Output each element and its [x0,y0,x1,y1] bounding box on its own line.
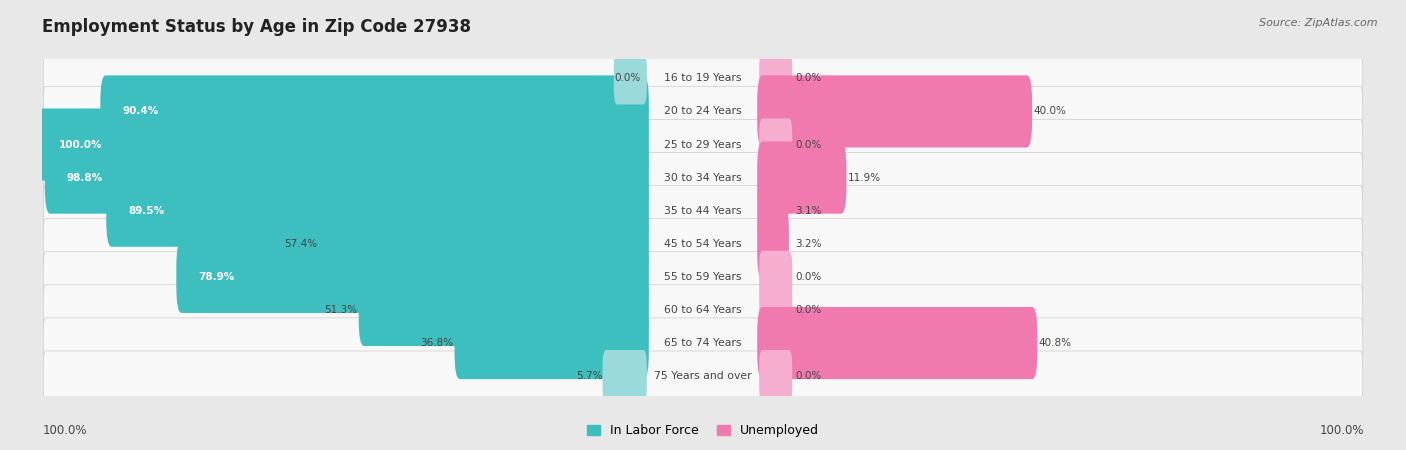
FancyBboxPatch shape [758,75,1032,148]
Text: 0.0%: 0.0% [614,73,640,83]
Text: 57.4%: 57.4% [284,239,318,249]
FancyBboxPatch shape [759,118,792,171]
Text: Employment Status by Age in Zip Code 27938: Employment Status by Age in Zip Code 279… [42,18,471,36]
Text: 3.2%: 3.2% [796,239,823,249]
FancyBboxPatch shape [44,53,1362,104]
Text: 100.0%: 100.0% [1319,423,1364,436]
FancyBboxPatch shape [759,350,792,402]
Text: 0.0%: 0.0% [796,73,821,83]
Text: 60 to 64 Years: 60 to 64 Years [664,305,742,315]
FancyBboxPatch shape [100,75,648,148]
FancyBboxPatch shape [107,175,648,247]
FancyBboxPatch shape [759,251,792,303]
FancyBboxPatch shape [37,108,648,180]
FancyBboxPatch shape [318,208,648,280]
Text: 0.0%: 0.0% [796,272,821,282]
FancyBboxPatch shape [176,241,648,313]
Text: 5.7%: 5.7% [576,371,603,381]
FancyBboxPatch shape [758,175,789,247]
Text: 0.0%: 0.0% [796,140,821,149]
FancyBboxPatch shape [44,119,1362,170]
Text: 20 to 24 Years: 20 to 24 Years [664,107,742,117]
FancyBboxPatch shape [759,284,792,336]
Text: 0.0%: 0.0% [796,305,821,315]
Text: 51.3%: 51.3% [325,305,357,315]
Text: 3.1%: 3.1% [796,206,823,216]
Text: 25 to 29 Years: 25 to 29 Years [664,140,742,149]
FancyBboxPatch shape [614,52,647,104]
Text: 75 Years and over: 75 Years and over [654,371,752,381]
FancyBboxPatch shape [44,318,1362,368]
FancyBboxPatch shape [454,307,648,379]
Text: 100.0%: 100.0% [59,140,103,149]
Text: 100.0%: 100.0% [42,423,87,436]
FancyBboxPatch shape [44,351,1362,401]
Text: 30 to 34 Years: 30 to 34 Years [664,173,742,183]
FancyBboxPatch shape [45,142,648,214]
FancyBboxPatch shape [758,307,1038,379]
Text: 40.0%: 40.0% [1033,107,1066,117]
Text: 45 to 54 Years: 45 to 54 Years [664,239,742,249]
Text: 40.8%: 40.8% [1039,338,1071,348]
FancyBboxPatch shape [758,208,789,280]
FancyBboxPatch shape [44,153,1362,203]
FancyBboxPatch shape [44,86,1362,137]
Text: 11.9%: 11.9% [848,173,880,183]
Text: 90.4%: 90.4% [122,107,159,117]
Text: 55 to 59 Years: 55 to 59 Years [664,272,742,282]
FancyBboxPatch shape [758,142,846,214]
FancyBboxPatch shape [44,185,1362,236]
Text: 0.0%: 0.0% [796,371,821,381]
Text: 98.8%: 98.8% [66,173,103,183]
FancyBboxPatch shape [759,52,792,104]
Text: 78.9%: 78.9% [198,272,235,282]
FancyBboxPatch shape [603,350,647,402]
Text: Source: ZipAtlas.com: Source: ZipAtlas.com [1260,18,1378,28]
Text: 16 to 19 Years: 16 to 19 Years [664,73,742,83]
FancyBboxPatch shape [44,219,1362,269]
FancyBboxPatch shape [44,285,1362,335]
FancyBboxPatch shape [359,274,648,346]
Text: 36.8%: 36.8% [420,338,453,348]
Text: 89.5%: 89.5% [128,206,165,216]
Text: 35 to 44 Years: 35 to 44 Years [664,206,742,216]
Text: 65 to 74 Years: 65 to 74 Years [664,338,742,348]
Legend: In Labor Force, Unemployed: In Labor Force, Unemployed [582,419,824,442]
FancyBboxPatch shape [44,252,1362,302]
